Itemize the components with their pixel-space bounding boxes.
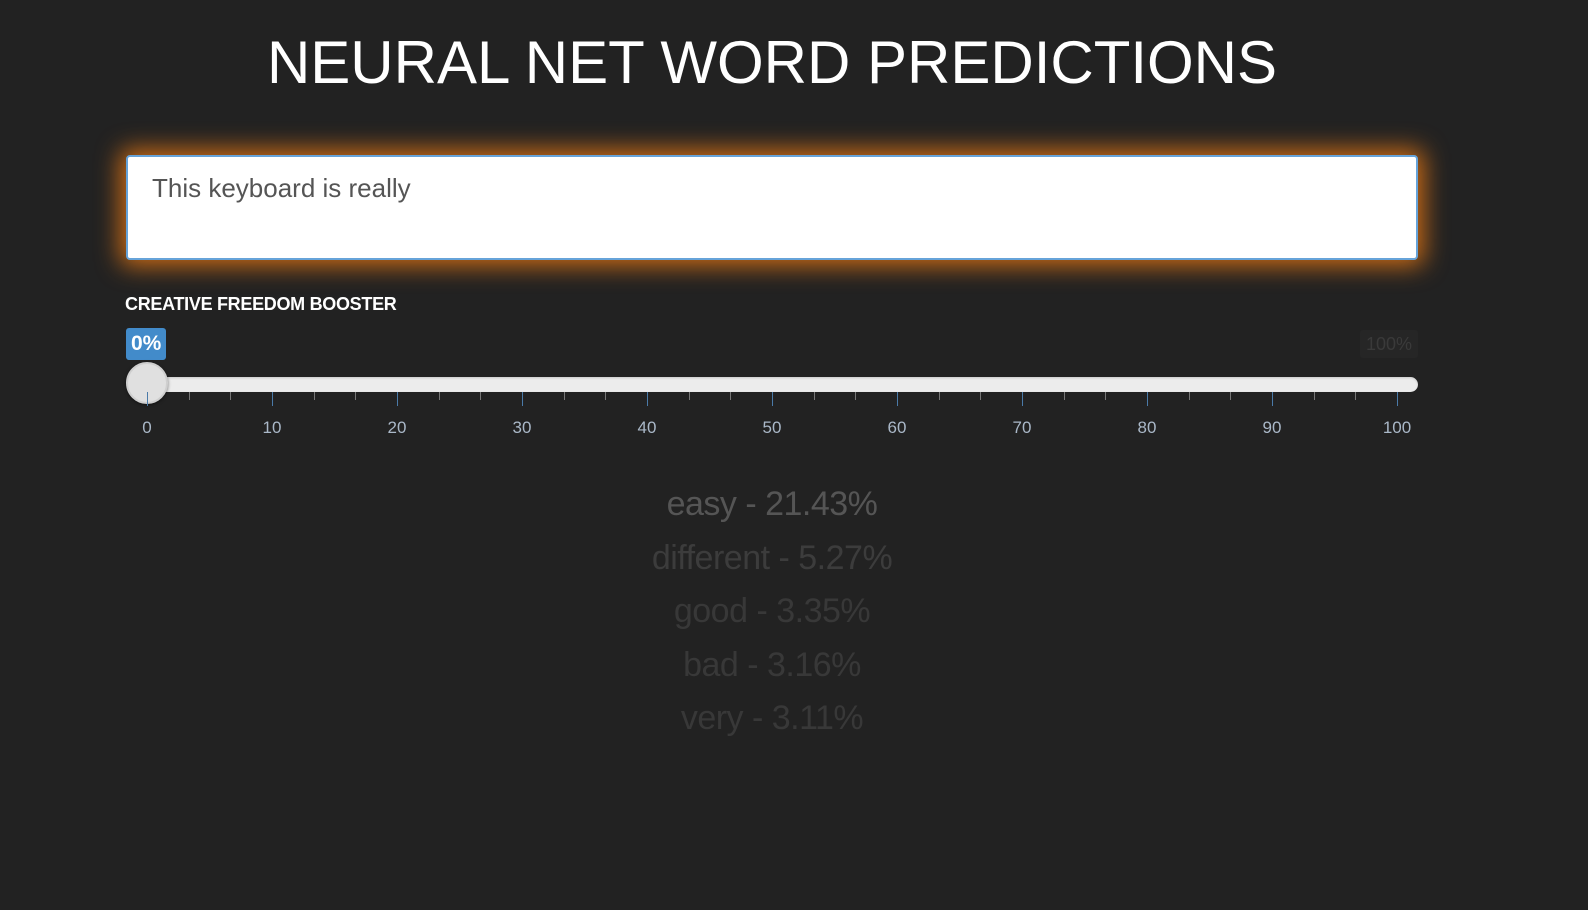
minor-tick xyxy=(1355,392,1357,400)
tick-label: 80 xyxy=(1137,418,1157,437)
minor-tick xyxy=(1230,392,1232,400)
minor-tick xyxy=(730,392,732,400)
minor-tick xyxy=(688,392,690,400)
minor-tick xyxy=(1105,392,1107,400)
minor-tick xyxy=(813,392,815,400)
minor-tick xyxy=(855,392,857,400)
tick-label: 30 xyxy=(512,418,532,437)
slider-label: CREATIVE FREEDOM BOOSTER xyxy=(125,294,397,314)
prediction-list: easy - 21.43% different - 5.27% good - 3.3… xyxy=(0,478,1544,746)
minor-tick xyxy=(1063,392,1065,400)
major-tick xyxy=(397,392,398,406)
minor-tick xyxy=(605,392,607,400)
minor-tick xyxy=(1313,392,1315,400)
prediction-item: different - 5.27% xyxy=(651,538,893,577)
tick-label: 50 xyxy=(762,418,782,437)
tick-label: 70 xyxy=(1012,418,1032,437)
tick-label: 60 xyxy=(887,418,907,437)
prediction-item: bad - 3.16% xyxy=(683,645,861,684)
tick-label: 0 xyxy=(142,418,152,437)
slider-ticks: 0 10 20 30 40 50 60 70 80 90 100 xyxy=(0,392,1588,452)
minor-tick xyxy=(313,392,315,400)
tick-label: 10 xyxy=(262,418,282,437)
slider-value-badge: 0% xyxy=(126,328,167,360)
slider-max-badge: 100% xyxy=(1359,330,1418,358)
minor-tick xyxy=(938,392,940,400)
minor-tick xyxy=(563,392,565,400)
tick-label: 20 xyxy=(387,418,407,437)
prediction-item: very - 3.11% xyxy=(680,699,864,737)
minor-tick xyxy=(980,392,982,400)
tick-label: 40 xyxy=(637,418,657,437)
major-tick xyxy=(147,392,148,406)
tick-label: 100 xyxy=(1382,418,1412,437)
major-tick xyxy=(272,392,273,406)
minor-tick xyxy=(480,392,482,400)
slider-track[interactable] xyxy=(128,377,1418,392)
minor-tick xyxy=(230,392,232,400)
major-tick xyxy=(647,392,648,406)
major-tick xyxy=(1022,392,1023,406)
major-tick xyxy=(1397,392,1398,406)
major-tick xyxy=(772,392,773,406)
prediction-item: good - 3.35% xyxy=(673,592,871,630)
minor-tick xyxy=(188,392,190,400)
minor-tick xyxy=(438,392,440,400)
prediction-item: easy - 21.43% xyxy=(666,485,878,523)
tick-label: 90 xyxy=(1262,418,1282,437)
major-tick xyxy=(897,392,898,406)
minor-tick xyxy=(355,392,357,400)
major-tick xyxy=(1272,392,1273,406)
page-title: NEURAL NET WORD PREDICTIONS xyxy=(266,29,1278,96)
text-input[interactable] xyxy=(126,155,1418,260)
major-tick xyxy=(522,392,523,406)
minor-tick xyxy=(1188,392,1190,400)
major-tick xyxy=(1147,392,1148,406)
